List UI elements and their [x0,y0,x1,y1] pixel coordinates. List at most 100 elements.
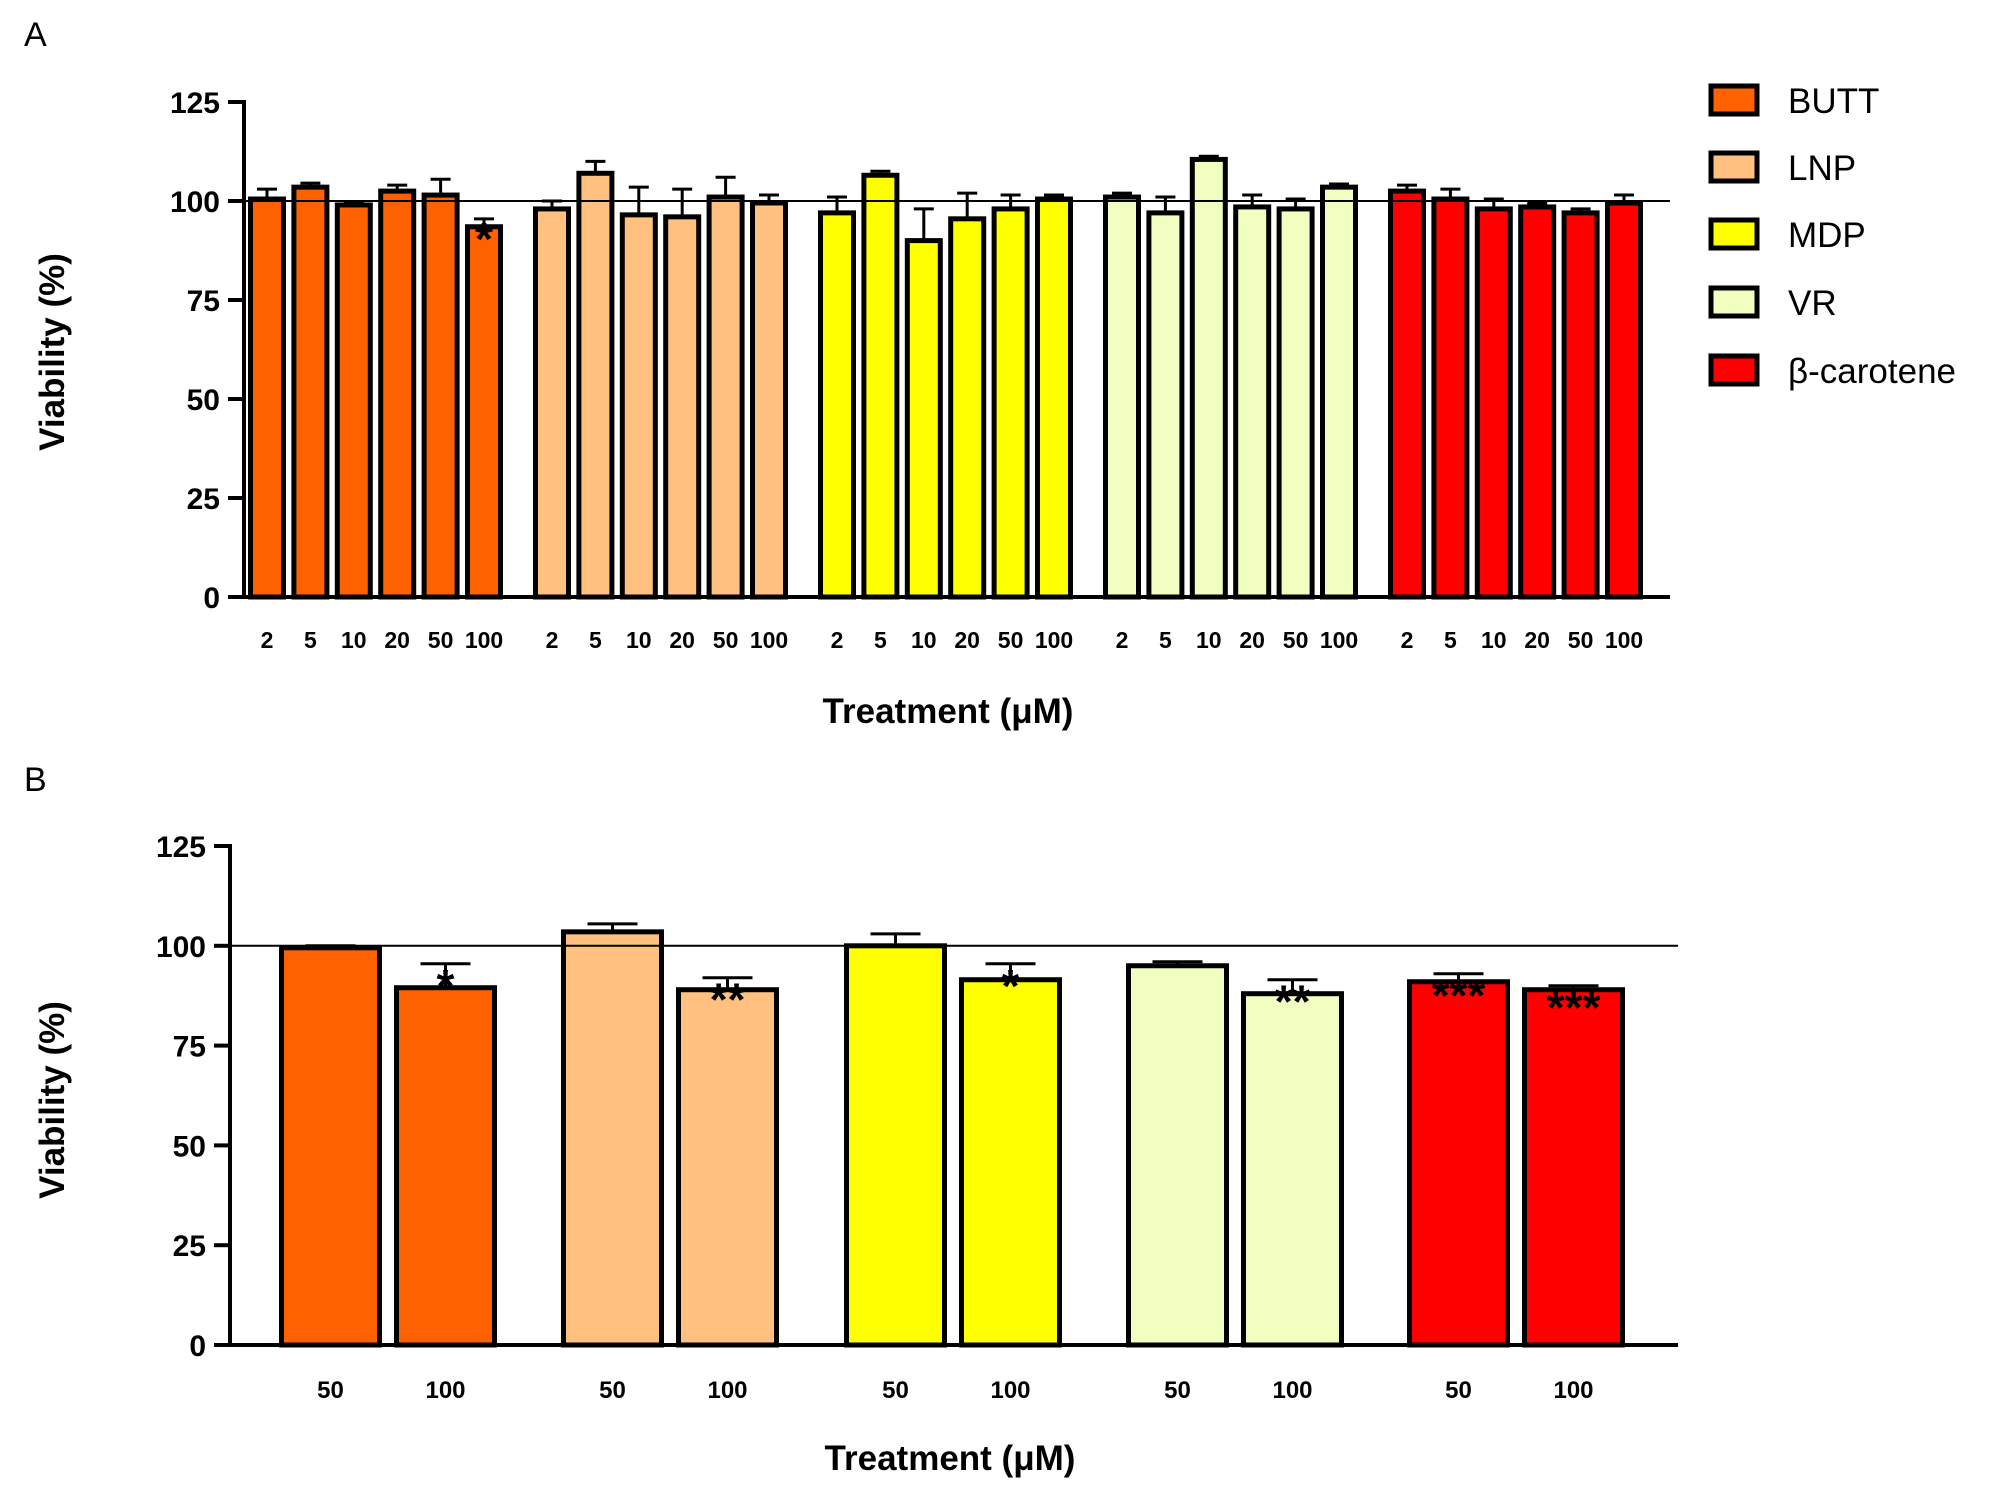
panel-b-bar-vr-100 [1241,991,1344,1348]
panel-a-x-tick-label: 2 [1401,627,1414,653]
panel-b-x-ticks: 50 100 50 100 50 100 50 100 50 100 [317,1377,1593,1404]
panel-a-y-tick-label: 25 [187,483,220,516]
panel-a-x-tick-label: 10 [341,627,367,653]
panel-a-bar-lnp-10 [619,212,658,600]
panel-a-x-axis-title: Treatment (μM) [823,692,1074,731]
panel-a-x-tick-label: 100 [1035,627,1073,653]
panel-a-x-tick-label: 2 [1116,627,1129,653]
panel-a-x-tick-label: 5 [874,627,887,653]
panel-b-x-tick-label: 100 [1553,1377,1593,1404]
panel-a-x-ticks: 2 5 10 20 50 100 2 5 10 20 50 100 2 5 10 20 50 100 2 5 10 20 5… [261,627,1644,653]
panel-a-bar-butt-20 [378,188,417,600]
panel-a-bar-carotene-50 [1561,210,1600,600]
panel-b-significance-marker: ** [1275,976,1311,1028]
panel-a-bar-vr-2 [1103,194,1141,600]
panel-a-bar-butt-5 [291,184,330,600]
panel-a-y-tick-label: 0 [203,582,220,615]
panel-a-bar-vr-10 [1189,156,1228,600]
panel-a-bar-vr-50 [1276,206,1315,600]
panel-a-bar-mdp-10 [904,238,943,600]
panel-b-significance-marker: * [1002,960,1020,1012]
legend-swatch-butt [1708,83,1760,117]
panel-a-x-tick-label: 5 [589,627,602,653]
panel-b-y-tick-label: 125 [156,831,206,864]
panel-a-x-tick-label: 20 [954,627,980,653]
panel-a-x-tick-label: 5 [304,627,317,653]
panel-b-x-tick-label: 50 [1164,1377,1191,1404]
panel-a-x-tick-label: 20 [669,627,695,653]
panel-a-x-tick-label: 2 [546,627,559,653]
legend-label: VR [1788,284,1837,323]
panel-b-bar-butt-100 [394,985,497,1348]
panel-b-bar-lnp-50 [561,929,664,1348]
panel-a-bar-carotene-10 [1474,206,1513,600]
panel-a-x-tick-label: 100 [1320,627,1358,653]
panel-a-x-tick-label: 5 [1444,627,1457,653]
legend-label: β-carotene [1788,352,1956,391]
panel-a-bar-vr-5 [1146,210,1185,600]
panel-b-significance-marker: * [437,960,455,1012]
panel-a-x-tick-label: 50 [713,627,739,653]
panel-b-bar-mdp-50 [844,943,947,1348]
panel-a-bars: * [244,154,1670,600]
panel-b-label: B [24,761,47,799]
panel-a-bar-butt-10 [334,202,373,600]
legend-label: LNP [1788,149,1856,188]
panel-b-x-tick-label: 100 [707,1377,747,1404]
panel-a-bar-lnp-2 [533,206,571,600]
panel-a-x-tick-label: 2 [261,627,274,653]
panel-a-x-tick-label: 2 [831,627,844,653]
panel-a-y-tick-label: 100 [170,186,220,219]
panel-a-x-tick-label: 5 [1159,627,1172,653]
panel-b-y-tick-label: 75 [173,1031,206,1064]
panel-a-x-tick-label: 50 [1283,627,1309,653]
panel-a-x-tick-label: 100 [750,627,788,653]
panel-b-x-tick-label: 100 [425,1377,465,1404]
panel-a-x-tick-label: 20 [1524,627,1550,653]
panel-a-bar-carotene-20 [1518,204,1557,600]
panel-a-bar-lnp-20 [663,214,702,600]
panel-a-bar-mdp-100 [1035,196,1073,600]
panel-a-x-tick-label: 20 [384,627,410,653]
panel-b-x-tick-label: 50 [882,1377,909,1404]
legend-swatch-vr [1708,285,1760,319]
panel-b-x-tick-label: 50 [317,1377,344,1404]
panel-a-bar-butt-2 [248,196,286,600]
panel-a-bar-mdp-20 [948,216,987,600]
panel-b-y-axis: 0 25 50 75 100 125 [156,831,1678,1363]
panel-a-label: A [24,16,47,54]
panel-b-significance-marker: *** [1547,982,1601,1034]
panel-a-bar-lnp-5 [576,170,615,600]
panel-a-bar-mdp-2 [818,210,856,600]
panel-a-significance-marker: * [475,213,493,265]
panel-b-bar-vr-50 [1126,963,1229,1348]
panel-a-x-tick-label: 50 [998,627,1024,653]
panel-a-x-tick-label: 100 [465,627,503,653]
panel-a-x-tick-label: 10 [1196,627,1222,653]
panel-b-bar-carotene-50 [1407,979,1510,1348]
panel-b-bar-carotene-100 [1522,987,1625,1348]
panel-b-y-tick-label: 100 [156,931,206,964]
panel-b-x-tick-label: 100 [990,1377,1030,1404]
panel-a-bar-mdp-5 [861,172,900,600]
legend-swatch-carotene [1708,353,1760,387]
panel-b-bar-mdp-100 [959,977,1062,1348]
legend-label: MDP [1788,216,1866,255]
panel-b-y-tick-label: 50 [173,1130,206,1163]
panel-a-bar-lnp-50 [706,194,745,600]
panel-a-x-tick-label: 10 [1481,627,1507,653]
panel-a-y-axis-title: Viability (%) [33,253,72,451]
panel-b-bars: * ** * ** *** *** [230,922,1678,1348]
legend-swatch-lnp [1708,150,1760,184]
panel-a-bar-carotene-100 [1605,200,1643,600]
legend-label: BUTT [1788,82,1879,121]
panel-a-bar-butt-100 [465,224,503,600]
panel-a-x-tick-label: 10 [911,627,937,653]
legend: BUTT LNP MDP VR β-carotene [1708,82,1956,391]
panel-a-bar-mdp-50 [991,206,1030,600]
panel-a-y-axis: 0 25 50 75 100 125 [170,87,1670,615]
panel-b-x-axis-title: Treatment (μM) [825,1439,1076,1478]
panel-b-y-axis-title: Viability (%) [33,1001,72,1199]
panel-a-x-tick-label: 10 [626,627,652,653]
